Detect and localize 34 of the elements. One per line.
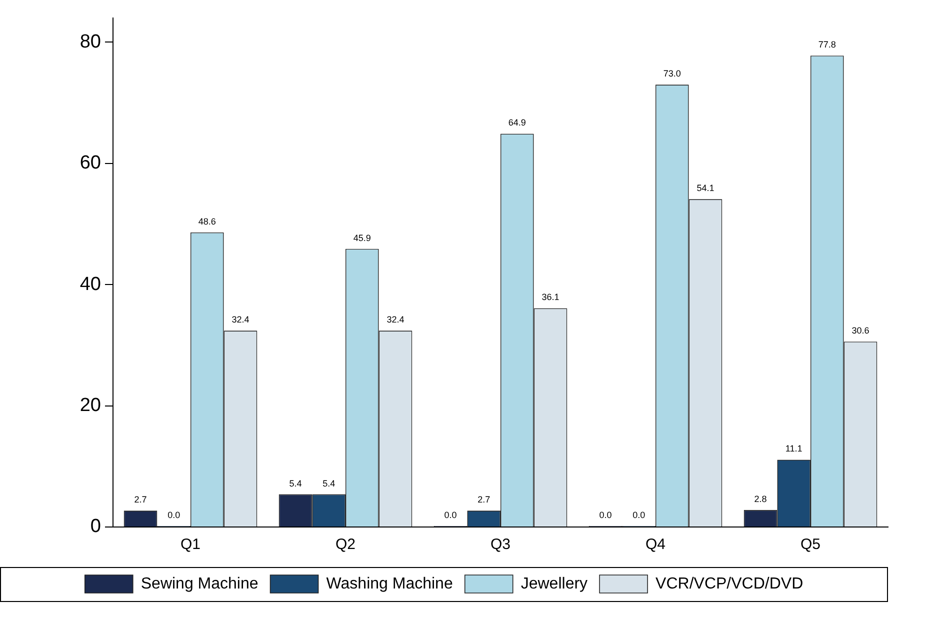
y-tick-label: 80 — [80, 31, 101, 52]
data-label: 54.1 — [696, 183, 714, 194]
data-label: 0.0 — [168, 510, 180, 520]
legend-label: Washing Machine — [326, 575, 453, 592]
y-tick-label: 40 — [80, 274, 101, 295]
data-label: 45.9 — [353, 232, 371, 243]
data-label: 32.4 — [232, 314, 250, 325]
data-label: 2.8 — [754, 494, 767, 504]
y-tick-label: 20 — [80, 395, 101, 416]
x-tick-label: Q1 — [180, 536, 201, 554]
legend-label: Sewing Machine — [140, 575, 258, 592]
data-label: 0.0 — [444, 510, 457, 520]
data-label: 2.7 — [134, 494, 147, 505]
data-label: 64.9 — [508, 118, 526, 128]
data-label: 73.0 — [663, 68, 681, 79]
legend-label: VCR/VCP/VCD/DVD — [656, 575, 804, 592]
x-tick-label: Q4 — [645, 536, 666, 554]
x-tick-label: Q5 — [800, 536, 821, 554]
data-label: 11.1 — [785, 444, 802, 454]
x-tick-label: Q3 — [490, 536, 511, 554]
x-tick-label: Q2 — [335, 536, 356, 554]
data-label: 0.0 — [599, 510, 612, 520]
data-label: 0.0 — [632, 510, 646, 520]
data-label: 30.6 — [852, 326, 870, 336]
data-label: 2.7 — [478, 494, 490, 505]
data-label: 36.1 — [542, 292, 560, 302]
data-label: 5.4 — [322, 478, 336, 488]
data-label: 5.4 — [289, 478, 302, 488]
legend-label: Jewellery — [520, 575, 588, 592]
data-label: 48.6 — [198, 216, 216, 226]
data-label: 32.4 — [386, 314, 404, 325]
y-tick-label: 0 — [90, 516, 101, 538]
data-label: 77.8 — [818, 40, 836, 50]
y-tick-label: 60 — [80, 152, 101, 174]
